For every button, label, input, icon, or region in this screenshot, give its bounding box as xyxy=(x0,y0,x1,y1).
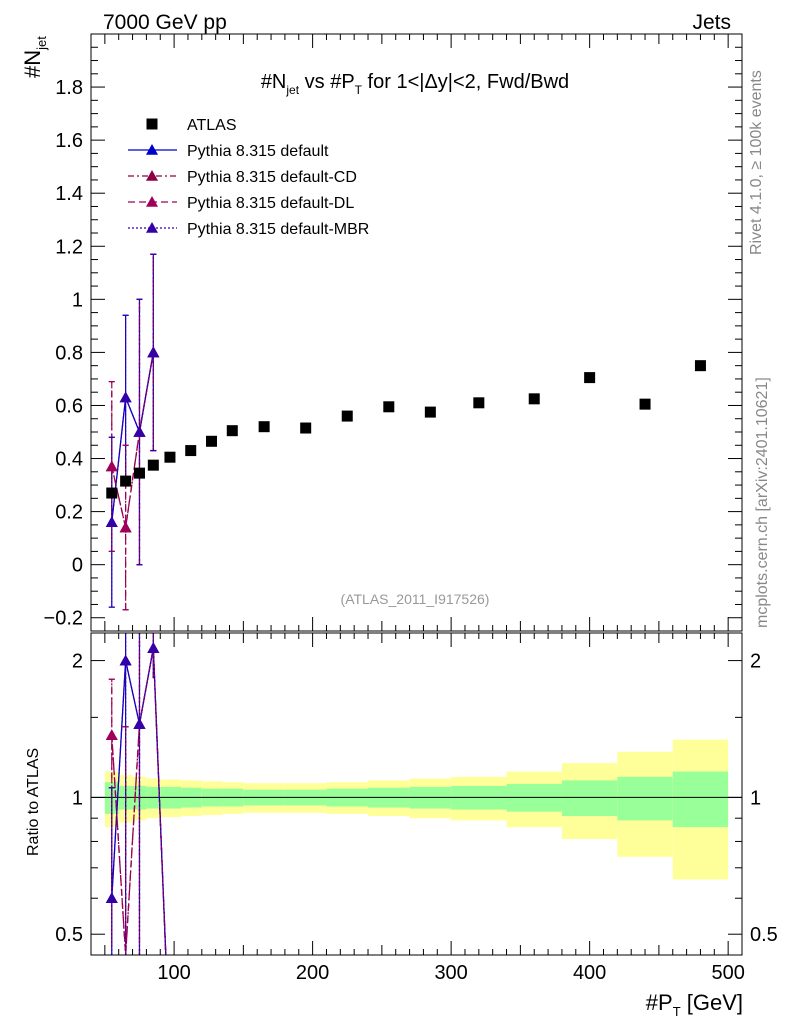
legend-marker-default xyxy=(146,144,158,155)
analysis-id: (ATLAS_2011_I917526) xyxy=(341,591,490,607)
main-ylabel-sub: jet xyxy=(34,36,49,51)
xlabel-main: #P xyxy=(646,990,673,1015)
main-ylabel: #Njet xyxy=(20,36,49,78)
ratio-ytick-label-left-0: 0.5 xyxy=(55,924,83,946)
band-inner-17 xyxy=(672,771,729,828)
main-data-marks xyxy=(105,253,706,611)
plot-title: #Njet vs #PT for 1<|Δy|<2, Fwd/Bwd xyxy=(261,71,569,97)
ratio-xtick-label-0: 100 xyxy=(157,962,190,984)
main-ytick-label-4: 0.6 xyxy=(55,395,83,417)
atlas-point-8 xyxy=(258,421,270,433)
atlas-point-1 xyxy=(120,475,132,487)
ratio-ytick-label-left-1: 1 xyxy=(72,787,83,809)
category-label: Jets xyxy=(692,11,731,34)
legend-label-mbr: Pythia 8.315 default-MBR xyxy=(187,221,369,238)
atlas-point-9 xyxy=(300,422,312,434)
ratio-marker-dl-0 xyxy=(105,729,118,741)
ratio-axis-ticks: 0.5 0.5 1 1 2 2 100 200 300 400 500 xyxy=(55,633,778,984)
atlas-point-7 xyxy=(226,425,238,437)
main-ytick-label-1: 0 xyxy=(72,555,83,577)
atlas-point-2 xyxy=(133,467,145,479)
title-prefix: #N xyxy=(261,71,287,93)
band-inner-15 xyxy=(561,780,618,817)
ratio-ylabel: Ratio to ATLAS xyxy=(25,748,42,856)
title-suffix: for 1<|Δy|<2, Fwd/Bwd xyxy=(362,71,569,93)
xlabel-sub: T xyxy=(673,1004,681,1019)
atlas-point-12 xyxy=(424,406,436,418)
legend: ATLAS Pythia 8.315 default Pythia 8.315 de… xyxy=(128,117,369,238)
ratio-xtick-label-1: 200 xyxy=(296,962,329,984)
marker-mbr-1 xyxy=(119,391,132,403)
atlas-point-17 xyxy=(694,360,706,372)
ratio-marker-mbr-1 xyxy=(119,654,132,666)
energy-label: 7000 GeV pp xyxy=(103,11,227,34)
series-line-dl xyxy=(111,352,154,528)
main-ytick-label-8: 1.4 xyxy=(55,183,83,205)
ratio-marker-mbr-3 xyxy=(147,642,160,653)
main-ytick-label-9: 1.6 xyxy=(55,130,83,152)
legend-label-atlas: ATLAS xyxy=(187,117,237,134)
legend-label-default: Pythia 8.315 default xyxy=(187,143,329,160)
main-ytick-label-3: 0.4 xyxy=(55,449,83,471)
ratio-panel-frame xyxy=(90,632,743,956)
x-axis-label: #PT [GeV] xyxy=(646,990,743,1019)
xlabel-unit: [GeV] xyxy=(681,990,743,1015)
atlas-point-14 xyxy=(528,393,540,405)
band-inner-16 xyxy=(617,776,673,821)
legend-marker-cd xyxy=(146,170,158,181)
series-line-cd xyxy=(111,352,154,528)
ratio-marker-mbr-2 xyxy=(133,718,146,729)
ratio-data-marks xyxy=(105,633,167,956)
series-line-mbr xyxy=(111,352,154,523)
legend-label-cd: Pythia 8.315 default-CD xyxy=(187,169,357,186)
marker-mbr-3 xyxy=(147,346,160,358)
main-ytick-label-2: 0.2 xyxy=(55,502,83,524)
title-sub2: T xyxy=(355,83,363,97)
atlas-point-6 xyxy=(206,435,218,447)
ratio-xtick-label-3: 400 xyxy=(573,962,606,984)
main-ytick-label-5: 0.8 xyxy=(55,342,83,364)
ratio-ytick-label-right-0: 0.5 xyxy=(750,924,778,946)
main-axis-ticks: −0.2 0 0.2 0.4 0.6 0.8 1 1.2 1.4 1.6 1.8 xyxy=(44,34,742,632)
main-panel-frame xyxy=(90,33,743,632)
atlas-point-16 xyxy=(639,398,651,410)
atlas-point-5 xyxy=(185,445,197,457)
legend-marker-mbr xyxy=(146,222,158,233)
main-ytick-label-7: 1.2 xyxy=(55,236,83,258)
atlas-point-11 xyxy=(383,401,395,413)
marker-dl-1 xyxy=(119,521,132,533)
atlas-point-4 xyxy=(164,451,176,463)
side-mcplots-label: mcplots.cern.ch [arXiv:2401.10621] xyxy=(754,377,771,628)
ratio-marker-mbr-0 xyxy=(105,892,118,904)
main-ytick-label-0: −0.2 xyxy=(44,608,83,630)
atlas-point-15 xyxy=(584,372,596,384)
ratio-uncertainty-bands xyxy=(91,739,742,880)
legend-marker-atlas xyxy=(146,118,158,130)
svg-text:#Njet: #Njet xyxy=(20,36,49,78)
title-sub: jet xyxy=(285,83,299,97)
ratio-xtick-label-4: 500 xyxy=(711,962,744,984)
main-ylabel-main: #N xyxy=(20,50,45,78)
atlas-point-13 xyxy=(473,397,485,409)
ratio-ytick-label-right-2: 2 xyxy=(750,651,761,673)
legend-marker-dl xyxy=(146,196,158,207)
atlas-point-10 xyxy=(341,410,353,422)
marker-mbr-0 xyxy=(105,516,118,528)
ratio-xtick-label-2: 300 xyxy=(434,962,467,984)
atlas-point-0 xyxy=(106,487,118,499)
ratio-ytick-label-right-1: 1 xyxy=(750,787,761,809)
side-rivet-label: Rivet 4.1.0, ≥ 100k events xyxy=(748,70,765,255)
legend-label-dl: Pythia 8.315 default-DL xyxy=(187,195,354,212)
atlas-point-3 xyxy=(147,459,159,471)
ratio-ytick-label-left-2: 2 xyxy=(72,651,83,673)
marker-dl-0 xyxy=(105,460,118,472)
title-mid: vs #P xyxy=(299,71,355,93)
main-ytick-label-10: 1.8 xyxy=(55,77,83,99)
main-ytick-label-6: 1 xyxy=(72,289,83,311)
marker-mbr-2 xyxy=(133,426,146,437)
